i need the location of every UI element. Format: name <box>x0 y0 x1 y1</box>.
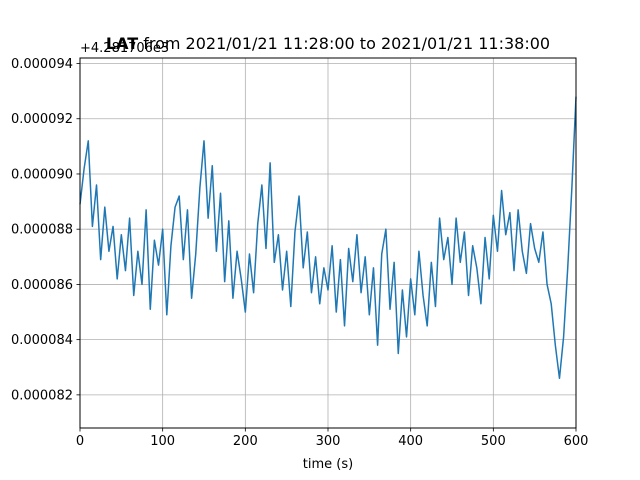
x-tick-label: 500 <box>481 434 506 449</box>
y-tick-label: 0.000086 <box>11 278 73 293</box>
y-tick-label: 0.000090 <box>11 167 73 182</box>
axis-offset-label: +4.281706e3 <box>80 41 169 56</box>
x-tick-label: 300 <box>316 434 341 449</box>
y-tick-label: 0.000088 <box>11 223 73 238</box>
series-layer <box>79 96 577 380</box>
y-tick-label: 0.000082 <box>11 388 73 403</box>
chart-title-rest: from 2021/01/21 11:28:00 to 2021/01/21 1… <box>138 34 550 53</box>
x-tick-label: 200 <box>233 434 258 449</box>
x-tick-label: 600 <box>564 434 589 449</box>
x-tick-label: 100 <box>150 434 175 449</box>
chart-title: LAT from 2021/01/21 11:28:00 to 2021/01/… <box>106 34 550 53</box>
chart-title-bold: LAT <box>106 34 138 53</box>
x-axis-ticks: 0 100 200 300 400 500 600 <box>76 428 589 449</box>
y-tick-label: 0.000084 <box>11 333 73 348</box>
y-tick-label: 0.000094 <box>11 57 73 72</box>
series-line-lat <box>79 96 577 380</box>
x-tick-label: 400 <box>398 434 423 449</box>
y-tick-label: 0.000092 <box>11 112 73 127</box>
y-axis-ticks: 0.000082 0.000084 0.000086 0.000088 0.000090… <box>11 57 80 403</box>
x-axis-label: time (s) <box>303 457 353 472</box>
x-tick-label: 0 <box>76 434 84 449</box>
